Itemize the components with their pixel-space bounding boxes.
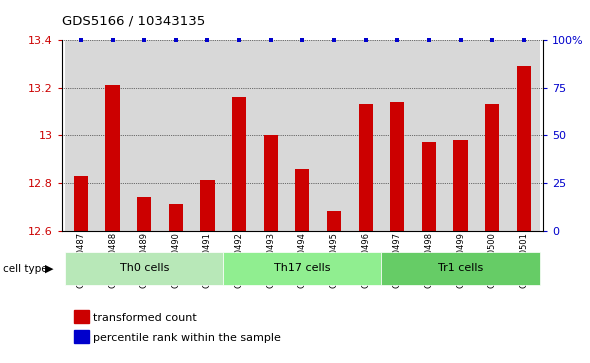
Point xyxy=(139,37,149,43)
Bar xyxy=(508,40,540,231)
Point xyxy=(456,37,466,43)
Bar xyxy=(517,66,531,231)
Point xyxy=(171,37,181,43)
Bar xyxy=(422,142,436,231)
Bar xyxy=(390,102,404,231)
Bar xyxy=(201,180,215,231)
Point xyxy=(329,37,339,43)
Point xyxy=(487,37,497,43)
Bar xyxy=(485,104,499,231)
Point xyxy=(519,37,529,43)
Bar xyxy=(65,40,97,231)
Bar xyxy=(192,40,223,231)
Bar xyxy=(223,40,255,231)
Bar xyxy=(454,140,468,231)
Bar xyxy=(169,204,183,231)
Bar xyxy=(413,40,445,231)
Text: percentile rank within the sample: percentile rank within the sample xyxy=(93,333,280,343)
Bar xyxy=(65,252,223,285)
Text: ▶: ▶ xyxy=(45,264,53,274)
Point xyxy=(361,37,371,43)
Bar xyxy=(255,40,287,231)
Point xyxy=(203,37,212,43)
Bar xyxy=(74,176,88,231)
Bar xyxy=(359,104,373,231)
Point xyxy=(392,37,402,43)
Text: Th17 cells: Th17 cells xyxy=(274,263,330,273)
Point xyxy=(108,37,117,43)
Point xyxy=(76,37,86,43)
Text: Th0 cells: Th0 cells xyxy=(120,263,169,273)
Text: transformed count: transformed count xyxy=(93,313,196,323)
Point xyxy=(266,37,276,43)
Text: cell type: cell type xyxy=(3,264,48,274)
Point xyxy=(234,37,244,43)
Bar xyxy=(129,40,160,231)
Bar xyxy=(287,40,318,231)
Text: GDS5166 / 10343135: GDS5166 / 10343135 xyxy=(62,15,205,28)
Bar xyxy=(445,40,476,231)
Bar xyxy=(264,135,278,231)
Point xyxy=(297,37,307,43)
Bar xyxy=(106,85,120,231)
Bar xyxy=(382,252,540,285)
Bar xyxy=(327,211,341,231)
Bar xyxy=(318,40,350,231)
Bar xyxy=(232,97,246,231)
Bar xyxy=(295,168,310,231)
Bar xyxy=(350,40,382,231)
Bar xyxy=(137,197,151,231)
Bar xyxy=(97,40,129,231)
Bar xyxy=(223,252,382,285)
Bar xyxy=(160,40,192,231)
Bar xyxy=(476,40,508,231)
Bar xyxy=(382,40,413,231)
Point xyxy=(424,37,434,43)
Text: Tr1 cells: Tr1 cells xyxy=(438,263,483,273)
